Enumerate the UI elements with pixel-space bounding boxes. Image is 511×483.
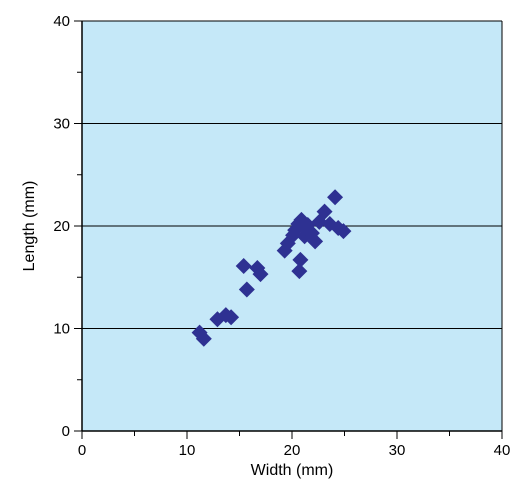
x-tick-label: 40	[494, 442, 511, 459]
x-tick-label: 20	[284, 442, 301, 459]
y-tick-label: 10	[53, 321, 70, 338]
y-tick-label: 0	[62, 423, 70, 440]
data-point	[291, 263, 308, 280]
x-tick-label: 0	[78, 442, 86, 459]
axes	[74, 20, 503, 439]
data-point	[316, 203, 333, 220]
data-point	[307, 233, 324, 250]
data-point	[327, 189, 344, 206]
data-points	[191, 189, 352, 347]
x-axis-title: Width (mm)	[251, 462, 334, 479]
data-point	[223, 309, 240, 326]
x-tick-label: 30	[389, 442, 406, 459]
tick-labels: 0 10 20 30 40 0 10 20 30 40	[53, 13, 510, 459]
y-tick-label: 20	[53, 218, 70, 235]
x-tick-label: 10	[179, 442, 196, 459]
data-point	[252, 266, 269, 283]
data-point	[292, 251, 309, 268]
data-point	[195, 330, 212, 347]
y-tick-label: 30	[53, 116, 70, 133]
data-point	[235, 257, 252, 274]
y-tick-label: 40	[53, 13, 70, 30]
data-point	[335, 223, 352, 240]
y-axis-title: Length (mm)	[21, 181, 38, 272]
data-point	[238, 281, 255, 298]
